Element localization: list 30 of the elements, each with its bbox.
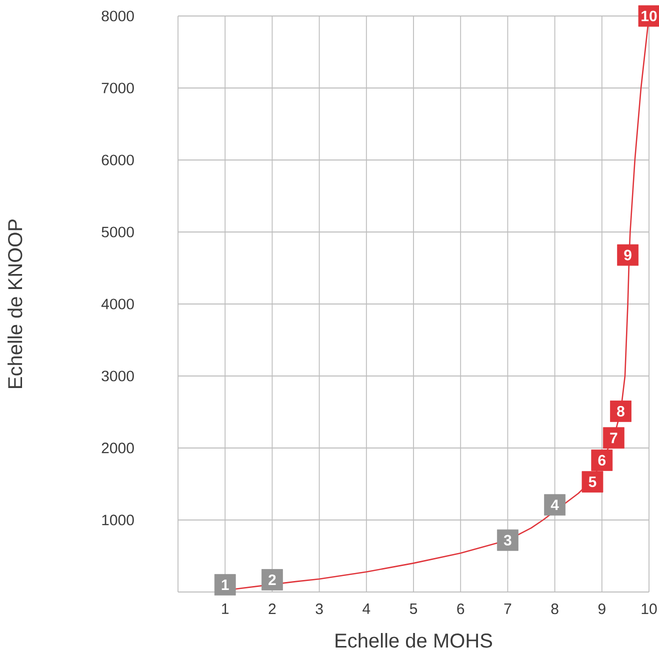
x-tick-label: 3 xyxy=(316,604,323,614)
annotation: 1 xyxy=(222,580,229,590)
x-tick-label: 7 xyxy=(504,604,512,614)
x-tick-label: 4 xyxy=(362,604,370,614)
annotation: 9 xyxy=(624,250,632,260)
annotation: 10 xyxy=(642,10,657,22)
y-tick-label: 3000 xyxy=(102,370,134,382)
x-tick-label: 8 xyxy=(551,604,558,614)
y-tick-label: 2000 xyxy=(102,442,134,454)
x-tick-label: 6 xyxy=(457,604,464,614)
annotation: 7 xyxy=(610,432,618,444)
annotation: 5 xyxy=(588,476,596,488)
y-tick-label: 4000 xyxy=(101,298,134,310)
x-tick-label: 5 xyxy=(410,604,418,614)
y-tick-label: 5000 xyxy=(102,226,134,238)
x-tick-label: 2 xyxy=(268,604,276,614)
y-tick-label: 1000 xyxy=(102,514,134,526)
y-tick-label: 6000 xyxy=(102,154,134,166)
annotation: 4 xyxy=(550,500,559,510)
x-tick-label: 10 xyxy=(642,604,657,614)
x-axis-title: Echelle de MOHS xyxy=(336,633,492,648)
y-tick-label: 8000 xyxy=(102,10,134,22)
x-tick-label: 9 xyxy=(598,604,606,614)
annotation: 2 xyxy=(268,574,276,585)
y-axis-title: Echelle de KNOOP xyxy=(8,220,22,388)
x-tick-label: 1 xyxy=(222,604,229,614)
annotation: 3 xyxy=(504,534,512,546)
y-tick-label: 7000 xyxy=(102,82,134,94)
annotation: 8 xyxy=(617,406,624,417)
annotation: 6 xyxy=(598,454,606,466)
